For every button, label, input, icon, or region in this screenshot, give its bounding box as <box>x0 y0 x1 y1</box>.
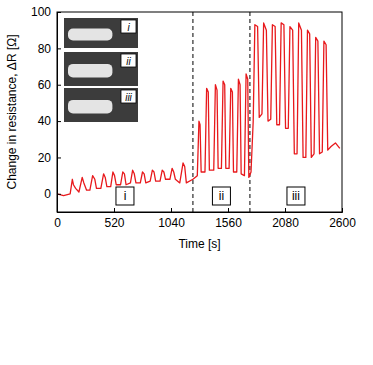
region-label-group: i <box>116 187 134 205</box>
inset-label: iii <box>125 92 132 103</box>
plot-area: iiiiiiiiiiii0520104015602080260002040608… <box>31 5 356 229</box>
data-line <box>57 23 340 196</box>
tick-mark <box>171 208 172 212</box>
inset-photo <box>64 18 138 48</box>
tick-label: 80 <box>38 42 52 56</box>
inset-label: i <box>127 22 130 33</box>
inset-finger <box>68 64 112 78</box>
x-axis: 0 520 1040 1560 2080 2600 <box>54 208 356 230</box>
y-axis: 0 20 40 60 80 100 <box>31 5 61 212</box>
insets: iiiiii <box>64 18 138 122</box>
plot-frame <box>57 12 342 212</box>
region-label: iii <box>292 189 300 203</box>
divider-line <box>192 12 193 212</box>
inset: iii <box>64 88 138 122</box>
tick-mark <box>114 208 115 212</box>
tick-label: 1560 <box>215 216 242 230</box>
chart: iiiiiiiiiiii0520104015602080260002040608… <box>0 0 373 365</box>
tick: 1040 <box>158 208 185 230</box>
divider-line <box>249 12 250 212</box>
inset-finger <box>68 100 112 114</box>
tick-mark <box>285 208 286 212</box>
tick-mark <box>57 121 61 122</box>
inset-photo <box>64 88 138 122</box>
tick-label: 0 <box>54 216 61 230</box>
marks <box>57 12 340 212</box>
tick-label: 2600 <box>329 216 356 230</box>
tick-label: 20 <box>38 151 52 165</box>
inset: i <box>64 18 138 48</box>
tick: 0 <box>44 187 61 201</box>
region-label-group: ii <box>212 187 230 205</box>
region-label-group: iii <box>287 187 305 205</box>
inset-photo <box>64 52 138 86</box>
y-axis-title: Change in resistance, ΔR [Ω] <box>5 34 19 189</box>
tick: 40 <box>38 114 61 128</box>
axis-line <box>58 13 62 213</box>
inset-label-box <box>121 90 136 103</box>
region-label: ii <box>219 189 224 203</box>
inset-label-box <box>121 54 136 67</box>
x-axis-title: Time [s] <box>178 237 220 251</box>
axis-line <box>58 208 343 213</box>
region-label-box <box>116 187 134 205</box>
region-label-box <box>212 187 230 205</box>
inset-finger <box>68 29 112 41</box>
tick: 100 <box>31 5 61 19</box>
region-label: i <box>124 189 127 203</box>
inset: ii <box>64 52 138 86</box>
tick-mark <box>57 85 61 86</box>
tick-mark <box>342 208 343 212</box>
tick: 20 <box>38 151 61 165</box>
tick: 60 <box>38 78 61 92</box>
tick-label: 1040 <box>158 216 185 230</box>
tick-mark <box>57 157 61 158</box>
tick-label: 60 <box>38 78 52 92</box>
tick: 2600 <box>329 208 356 230</box>
tick-label: 0 <box>44 187 51 201</box>
inset-label: ii <box>126 56 131 67</box>
tick: 1560 <box>215 208 242 230</box>
region-label-box <box>287 187 305 205</box>
tick-label: 100 <box>31 5 51 19</box>
tick: 520 <box>104 208 124 230</box>
tick: 2080 <box>272 208 299 230</box>
inset-label-box <box>121 20 136 33</box>
tick-mark <box>57 48 61 49</box>
tick-mark <box>228 208 229 212</box>
tick-mark <box>57 12 61 13</box>
tick-mark <box>57 194 61 195</box>
tick: 80 <box>38 42 61 56</box>
tick-label: 40 <box>38 114 52 128</box>
tick-label: 2080 <box>272 216 299 230</box>
tick-label: 520 <box>104 216 124 230</box>
